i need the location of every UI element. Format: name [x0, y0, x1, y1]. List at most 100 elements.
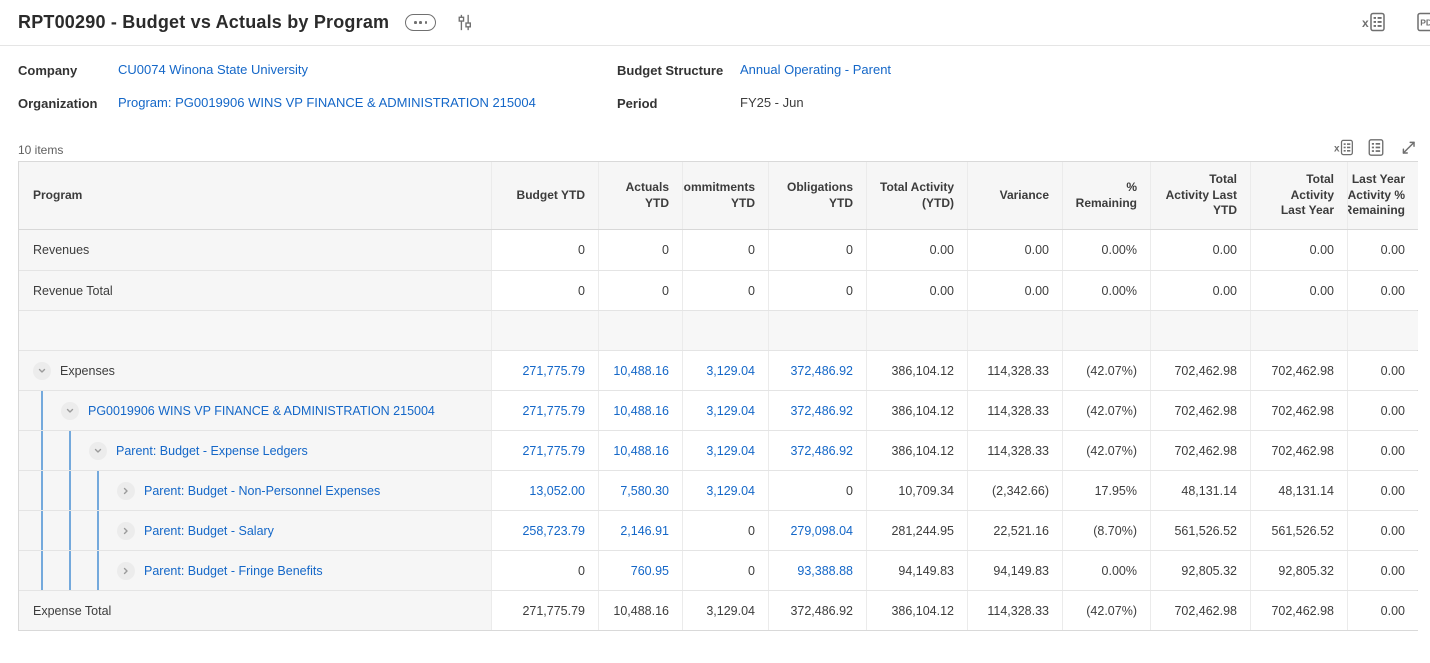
program-label[interactable]: Parent: Budget - Expense Ledgers: [116, 443, 308, 458]
expand-chevron-icon[interactable]: [117, 561, 135, 580]
value-cell-actuals-ytd[interactable]: 10,488.16: [599, 431, 683, 470]
column-header-actuals-ytd[interactable]: Actuals YTD: [599, 162, 683, 229]
value-cell-last-year-activity-remaining: 0.00: [1348, 511, 1418, 550]
value-cell-remaining: 0.00%: [1063, 551, 1151, 590]
table-export-excel-icon[interactable]: x: [1334, 137, 1354, 157]
value-cell-obligations-ytd[interactable]: 372,486.92: [769, 391, 867, 430]
value-cell-total-activity-ytd: 94,149.83: [867, 551, 968, 590]
program-cell: [19, 311, 492, 350]
column-header-program[interactable]: Program: [19, 162, 492, 229]
export-excel-icon[interactable]: x: [1362, 12, 1386, 32]
program-label[interactable]: Parent: Budget - Salary: [144, 523, 274, 538]
value-cell-budget-ytd: 271,775.79: [492, 591, 599, 630]
value-cell-total-activity-last-ytd: 48,131.14: [1151, 471, 1251, 510]
collapse-chevron-icon[interactable]: [89, 441, 107, 460]
value-cell-commitments-ytd[interactable]: 3,129.04: [683, 351, 769, 390]
value-cell-commitments-ytd[interactable]: 3,129.04: [683, 391, 769, 430]
value-cell-remaining: 0.00%: [1063, 271, 1151, 310]
column-header-budget-ytd[interactable]: Budget YTD: [492, 162, 599, 229]
column-header-percent-remaining[interactable]: % Remaining: [1063, 162, 1151, 229]
column-header-commitments-ytd[interactable]: Commitments YTD: [683, 162, 769, 229]
filter-label-period: Period: [617, 96, 658, 111]
value-cell-total-activity-ytd: 386,104.12: [867, 591, 968, 630]
value-cell-last-year-activity-remaining: 0.00: [1348, 351, 1418, 390]
column-header-total-activity-ytd[interactable]: Total Activity (YTD): [867, 162, 968, 229]
column-header-obligations-ytd[interactable]: Obligations YTD: [769, 162, 867, 229]
export-pdf-icon[interactable]: PDF: [1416, 12, 1430, 32]
column-header-last-year-activity-remaining[interactable]: Last Year Activity % Remaining: [1348, 162, 1418, 229]
value-cell-total-activity-ytd: 10,709.34: [867, 471, 968, 510]
value-cell-commitments-ytd: 0: [683, 230, 769, 270]
value-cell-commitments-ytd[interactable]: 3,129.04: [683, 471, 769, 510]
column-header-total-activity-last-year[interactable]: Total Activity Last Year: [1251, 162, 1348, 229]
title-bar: RPT00290 - Budget vs Actuals by Program …: [0, 0, 1430, 46]
expand-chevron-icon[interactable]: [117, 481, 135, 500]
column-header-total-activity-last-ytd[interactable]: Total Activity Last YTD: [1151, 162, 1251, 229]
value-cell-obligations-ytd[interactable]: 93,388.88: [769, 551, 867, 590]
value-cell-actuals-ytd[interactable]: 7,580.30: [599, 471, 683, 510]
related-actions-icon[interactable]: [405, 14, 437, 31]
program-label[interactable]: Parent: Budget - Non-Personnel Expenses: [144, 483, 381, 498]
filter-value-budget-structure[interactable]: Annual Operating - Parent: [740, 62, 892, 77]
program-cell: Parent: Budget - Fringe Benefits: [19, 551, 492, 590]
value-cell-total-activity-last-ytd: 702,462.98: [1151, 351, 1251, 390]
indent-guide: [41, 511, 43, 550]
program-label: Expense Total: [33, 603, 112, 618]
value-cell-total-activity-last-ytd: 561,526.52: [1151, 511, 1251, 550]
value-cell-obligations-ytd[interactable]: 279,098.04: [769, 511, 867, 550]
value-cell-actuals-ytd[interactable]: 760.95: [599, 551, 683, 590]
filter-value-company[interactable]: CU0074 Winona State University: [118, 62, 309, 77]
value-cell-budget-ytd[interactable]: 271,775.79: [492, 431, 599, 470]
value-cell-total-activity-last-year: 48,131.14: [1251, 471, 1348, 510]
value-cell-variance: (2,342.66): [968, 471, 1063, 510]
value-cell-last-year-activity-remaining: 0.00: [1348, 431, 1418, 470]
value-cell-budget-ytd[interactable]: 258,723.79: [492, 511, 599, 550]
value-cell-total-activity-last-ytd: 0.00: [1151, 271, 1251, 310]
filter-value-organization[interactable]: Program: PG0019906 WINS VP FINANCE & ADM…: [118, 95, 536, 110]
value-cell-total-activity-last-year: 0.00: [1251, 271, 1348, 310]
indent-guide: [97, 511, 99, 550]
indent-guide: [41, 391, 43, 430]
value-cell-budget-ytd[interactable]: 13,052.00: [492, 471, 599, 510]
value-cell-obligations-ytd[interactable]: 372,486.92: [769, 351, 867, 390]
expand-chevron-icon[interactable]: [117, 521, 135, 540]
table-row: Expenses 271,775.79 10,488.16 3,129.04 372,4…: [19, 350, 1418, 390]
program-cell: Expense Total: [19, 591, 492, 630]
value-cell-commitments-ytd: 0: [683, 551, 769, 590]
value-cell-commitments-ytd: 0: [683, 271, 769, 310]
table-row: Parent: Budget - Expense Ledgers 271,775.…: [19, 430, 1418, 470]
chart-settings-icon[interactable]: [456, 13, 474, 32]
value-cell-obligations-ytd: 0: [769, 471, 867, 510]
value-cell-actuals-ytd[interactable]: 2,146.91: [599, 511, 683, 550]
expand-table-icon[interactable]: [1398, 137, 1418, 157]
items-count: 10 items: [18, 143, 64, 157]
value-cell-budget-ytd: 0: [492, 271, 599, 310]
program-label[interactable]: Parent: Budget - Fringe Benefits: [144, 563, 323, 578]
program-label: Revenues: [33, 243, 90, 257]
value-cell-obligations-ytd[interactable]: 372,486.92: [769, 431, 867, 470]
value-cell-total-activity-last-year: 702,462.98: [1251, 591, 1348, 630]
value-cell-commitments-ytd[interactable]: 3,129.04: [683, 431, 769, 470]
table-row: Parent: Budget - Non-Personnel Expenses 1…: [19, 470, 1418, 510]
value-cell-variance: 22,521.16: [968, 511, 1063, 550]
report-filters: Company CU0074 Winona State University B…: [0, 46, 1430, 121]
value-cell-variance: 94,149.83: [968, 551, 1063, 590]
value-cell-obligations-ytd: 372,486.92: [769, 591, 867, 630]
program-label[interactable]: PG0019906 WINS VP FINANCE & ADMINISTRATI…: [88, 403, 435, 418]
collapse-chevron-icon[interactable]: [61, 401, 79, 420]
value-cell-budget-ytd[interactable]: 271,775.79: [492, 391, 599, 430]
grid-view-icon[interactable]: [1366, 137, 1386, 157]
value-cell-actuals-ytd[interactable]: 10,488.16: [599, 351, 683, 390]
value-cell-commitments-ytd: 0: [683, 511, 769, 550]
value-cell-actuals-ytd[interactable]: 10,488.16: [599, 391, 683, 430]
table-body: Revenues 0 0 0 0 0.00 0.00 0.00% 0.00 0.00 0.00 Rev…: [19, 230, 1418, 630]
value-cell-budget-ytd[interactable]: 271,775.79: [492, 351, 599, 390]
value-cell-variance: 114,328.33: [968, 351, 1063, 390]
indent-guide: [41, 471, 43, 510]
table-row: Parent: Budget - Fringe Benefits 0 760.95 0…: [19, 550, 1418, 590]
collapse-chevron-icon[interactable]: [33, 361, 51, 380]
value-cell-obligations-ytd: 0: [769, 271, 867, 310]
column-header-variance[interactable]: Variance: [968, 162, 1063, 229]
value-cell-total-activity-last-ytd: 702,462.98: [1151, 431, 1251, 470]
value-cell-variance: 114,328.33: [968, 431, 1063, 470]
